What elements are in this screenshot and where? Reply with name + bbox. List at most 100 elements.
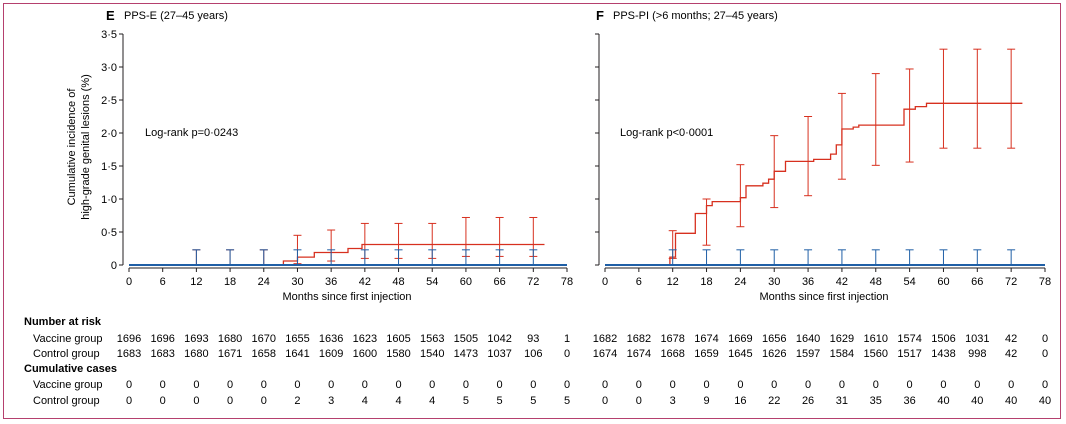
panel-f-cases-control-cell: 40 <box>971 395 983 407</box>
panel-e-risk-vaccine-cell: 1696 <box>117 333 141 345</box>
panel-f-risk-vaccine-cell: 1506 <box>931 333 955 345</box>
panel-e-risk-vaccine-cell: 1680 <box>218 333 242 345</box>
panel-e-cases-control-cell: 0 <box>193 395 199 407</box>
panel-e-cases-vaccine-cell: 0 <box>362 379 368 391</box>
panel-f-cases-control-cell: 0 <box>602 395 608 407</box>
panel-f-control-line <box>605 102 1023 266</box>
panel-e-x-tick-label: 18 <box>224 276 236 288</box>
panel-f-risk-control-cell: 1674 <box>593 348 617 360</box>
panel-e-x-tick-label: 60 <box>460 276 472 288</box>
panel-e-cases-vaccine-cell: 0 <box>497 379 503 391</box>
panel-f-risk-control-cell: 1438 <box>931 348 955 360</box>
panel-f-cases-vaccine-cell: 0 <box>771 379 777 391</box>
panel-f-risk-vaccine-cell: 1640 <box>796 333 820 345</box>
panel-f-cases-control-cell: 26 <box>802 395 814 407</box>
panel-f-x-tick-label: 60 <box>937 276 949 288</box>
panel-f-risk-vaccine-cell: 1682 <box>593 333 617 345</box>
panel-f-x-tick-label: 48 <box>870 276 882 288</box>
cases-vaccine-label: Vaccine group <box>33 379 103 391</box>
panel-e-y-tick-label: 0 <box>111 260 117 272</box>
panel-e-risk-vaccine-cell: 1605 <box>386 333 410 345</box>
panel-e-x-tick-label: 72 <box>527 276 539 288</box>
panel-f-risk-control-cell: 1659 <box>694 348 718 360</box>
panel-e-x-tick-label: 66 <box>493 276 505 288</box>
panel-e-title: PPS-E (27–45 years) <box>124 10 228 22</box>
panel-f-cases-vaccine-cell: 0 <box>670 379 676 391</box>
panel-e-y-tick-label: 3·5 <box>101 29 117 41</box>
panel-e-risk-vaccine-cell: 1042 <box>487 333 511 345</box>
y-axis-label-line1: Cumulative incidence of <box>66 88 78 206</box>
panel-e-cases-control-cell: 4 <box>395 395 401 407</box>
panel-e-risk-vaccine-cell: 93 <box>527 333 539 345</box>
panel-e-cases-vaccine-cell: 0 <box>395 379 401 391</box>
panel-f-risk-control-cell: 1645 <box>728 348 752 360</box>
panel-e-risk-control-cell: 1641 <box>285 348 309 360</box>
panel-e-risk-control-cell: 1037 <box>487 348 511 360</box>
panel-e-cases-vaccine-cell: 0 <box>294 379 300 391</box>
figure-frame <box>3 3 1061 419</box>
panel-e-cases-control-cell: 0 <box>160 395 166 407</box>
cumulative-cases-header: Cumulative cases <box>24 363 117 375</box>
panel-f-cases-vaccine-cell: 0 <box>873 379 879 391</box>
panel-f-cases-control-cell: 3 <box>670 395 676 407</box>
panel-e-risk-vaccine-cell: 1696 <box>150 333 174 345</box>
panel-e-cases-control-cell: 5 <box>530 395 536 407</box>
panel-e-risk-vaccine-cell: 1 <box>564 333 570 345</box>
panel-f-cases-vaccine-cell: 0 <box>602 379 608 391</box>
panel-f-risk-control-cell: 1674 <box>627 348 651 360</box>
panel-e-risk-control-cell: 1540 <box>420 348 444 360</box>
panel-f-risk-control-cell: 1584 <box>830 348 854 360</box>
panel-e-y-tick-label: 2·5 <box>101 95 117 107</box>
panel-e-letter: E <box>106 8 115 23</box>
panel-e-cases-control-cell: 0 <box>261 395 267 407</box>
panel-e-cases-control-cell: 4 <box>362 395 368 407</box>
panel-f-cases-control-cell: 22 <box>768 395 780 407</box>
panel-e-cases-vaccine-cell: 0 <box>227 379 233 391</box>
panel-e-logrank: Log-rank p=0·0243 <box>145 127 238 139</box>
panel-e-x-tick-label: 30 <box>291 276 303 288</box>
panel-e-cases-control-cell: 0 <box>227 395 233 407</box>
panel-f-title: PPS-PI (>6 months; 27–45 years) <box>613 10 778 22</box>
panel-e-y-tick-label: 1·5 <box>101 161 117 173</box>
panel-f-cases-vaccine-cell: 0 <box>907 379 913 391</box>
panel-e-x-tick-label: 36 <box>325 276 337 288</box>
panel-f-risk-vaccine-cell: 1674 <box>694 333 718 345</box>
panel-f-risk-vaccine-cell: 1574 <box>897 333 921 345</box>
panel-e-risk-control-cell: 1658 <box>252 348 276 360</box>
panel-e-cases-vaccine-cell: 0 <box>193 379 199 391</box>
panel-e-cases-control-cell: 5 <box>564 395 570 407</box>
panel-f-cases-vaccine-cell: 0 <box>974 379 980 391</box>
y-axis-label-line2: high-grade genital lesions (%) <box>80 74 92 220</box>
panel-e-risk-vaccine-cell: 1693 <box>184 333 208 345</box>
panel-f-letter: F <box>596 8 604 23</box>
panel-e-risk-vaccine-cell: 1655 <box>285 333 309 345</box>
panel-f-cases-vaccine-cell: 0 <box>805 379 811 391</box>
panel-e-y-tick-label: 1·0 <box>101 194 117 206</box>
panel-e-risk-control-cell: 1609 <box>319 348 343 360</box>
panel-f-x-tick-label: 36 <box>802 276 814 288</box>
panel-e-risk-vaccine-cell: 1563 <box>420 333 444 345</box>
panel-e-x-tick-label: 24 <box>258 276 270 288</box>
panel-e-y-tick-label: 0·5 <box>101 227 117 239</box>
panel-e-risk-vaccine-cell: 1636 <box>319 333 343 345</box>
panel-e-risk-control-cell: 1600 <box>353 348 377 360</box>
panel-f-cases-control-cell: 9 <box>703 395 709 407</box>
panel-f-risk-control-cell: 1597 <box>796 348 820 360</box>
risk-control-label: Control group <box>33 348 100 360</box>
panel-f-x-tick-label: 24 <box>734 276 746 288</box>
panel-f-cases-control-cell: 40 <box>1039 395 1051 407</box>
panel-f-cases-vaccine-cell: 0 <box>1008 379 1014 391</box>
panel-e-x-tick-label: 12 <box>190 276 202 288</box>
panel-f-logrank: Log-rank p<0·0001 <box>620 127 713 139</box>
panel-e-risk-control-cell: 1580 <box>386 348 410 360</box>
panel-f-cases-vaccine-cell: 0 <box>636 379 642 391</box>
panel-f-cases-control-cell: 36 <box>903 395 915 407</box>
panel-f-cases-vaccine-cell: 0 <box>940 379 946 391</box>
panel-f-risk-vaccine-cell: 42 <box>1005 333 1017 345</box>
panel-f-risk-vaccine-cell: 1031 <box>965 333 989 345</box>
panel-f-cases-control-cell: 40 <box>1005 395 1017 407</box>
panel-e-x-tick-label: 6 <box>160 276 166 288</box>
panel-f-cases-vaccine-cell: 0 <box>703 379 709 391</box>
cases-control-label: Control group <box>33 395 100 407</box>
